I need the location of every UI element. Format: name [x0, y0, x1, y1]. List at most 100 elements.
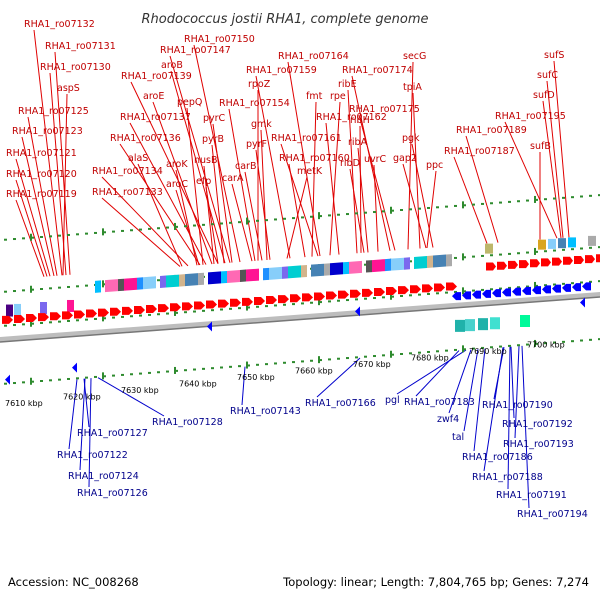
forward-gene-label[interactable]: aroC	[166, 179, 188, 190]
forward-gene-arrow[interactable]	[508, 260, 518, 269]
reverse-gene-label[interactable]: RHA1_ro07188	[472, 472, 543, 483]
forward-gene-label[interactable]: fmt	[306, 91, 323, 102]
forward-gene-arrow[interactable]	[98, 308, 109, 317]
reverse-gene-label[interactable]: RHA1_ro07128	[152, 417, 223, 428]
forward-gene-label[interactable]: RHA1_ro07147	[160, 45, 231, 56]
forward-gene-label[interactable]: RHA1_ro07174	[342, 65, 413, 76]
forward-gene-label[interactable]: RHA1_ro07189	[456, 125, 527, 136]
forward-gene-label[interactable]: pyrF	[246, 139, 267, 150]
reverse-gene-arrow[interactable]	[462, 291, 471, 300]
forward-gene-arrow[interactable]	[74, 310, 85, 319]
forward-gene-label[interactable]: rpoZ	[248, 79, 271, 90]
reverse-gene-arrow[interactable]	[562, 283, 571, 292]
forward-gene-arrow[interactable]	[2, 315, 13, 324]
forward-gene-label[interactable]: RHA1_ro07154	[219, 98, 290, 109]
forward-gene-arrow[interactable]	[386, 287, 397, 296]
forward-gene-arrow[interactable]	[338, 290, 349, 299]
forward-gene-label[interactable]: RHA1_ro07195	[495, 111, 566, 122]
reverse-gene-label[interactable]: pgl	[385, 395, 400, 406]
reverse-gene-label[interactable]: RHA1_ro07166	[305, 398, 376, 409]
reverse-gene-label[interactable]: RHA1_ro07190	[482, 400, 553, 411]
forward-gene-label[interactable]: aspS	[57, 83, 80, 94]
forward-gene-arrow[interactable]	[314, 292, 325, 301]
forward-gene-arrow[interactable]	[302, 293, 313, 302]
forward-gene-label[interactable]: carB	[235, 161, 256, 172]
forward-gene-arrow[interactable]	[530, 259, 540, 268]
forward-gene-arrow[interactable]	[146, 305, 157, 314]
reverse-gene-label[interactable]: RHA1_ro07186	[462, 452, 533, 463]
forward-gene-label[interactable]: sufS	[544, 50, 564, 61]
reverse-gene-arrow[interactable]	[492, 289, 501, 298]
forward-gene-label[interactable]: ribA	[348, 137, 368, 148]
forward-gene-label[interactable]: ribH	[350, 115, 370, 126]
forward-gene-arrow[interactable]	[134, 305, 145, 314]
forward-gene-label[interactable]: rpe	[330, 91, 346, 102]
forward-gene-label[interactable]: ribE	[338, 79, 357, 90]
forward-gene-label[interactable]: aroB	[161, 60, 183, 71]
forward-gene-arrow[interactable]	[26, 314, 37, 323]
forward-gene-label[interactable]: RHA1_ro07187	[444, 146, 515, 157]
forward-gene-arrow[interactable]	[86, 309, 97, 318]
forward-gene-arrow[interactable]	[242, 297, 253, 306]
forward-gene-arrow[interactable]	[362, 288, 373, 297]
forward-gene-arrow[interactable]	[398, 286, 409, 295]
forward-gene-label[interactable]: pyrC	[203, 113, 226, 124]
forward-gene-arrow[interactable]	[38, 313, 49, 322]
forward-gene-arrow[interactable]	[350, 289, 361, 298]
reverse-gene-labels[interactable]: RHA1_ro07127 RHA1_ro07122 RHA1_ro07124 RHA1…	[57, 395, 588, 520]
reverse-gene-arrow[interactable]	[472, 290, 481, 299]
forward-gene-label[interactable]: pgk	[402, 133, 420, 144]
forward-gene-label[interactable]: RHA1_ro07159	[246, 65, 317, 76]
forward-gene-label[interactable]: nusB	[194, 155, 218, 166]
reverse-gene-arrow[interactable]	[542, 285, 551, 294]
forward-gene-arrow[interactable]	[122, 306, 133, 315]
forward-gene-arrow[interactable]	[254, 296, 265, 305]
forward-gene-label[interactable]: RHA1_ro07160	[279, 153, 350, 164]
reverse-gene-arrow[interactable]	[207, 321, 212, 332]
forward-gene-label[interactable]: uvrC	[364, 154, 387, 165]
reverse-gene-label[interactable]: RHA1_ro07124	[68, 471, 139, 482]
reverse-gene-label[interactable]: RHA1_ro07192	[502, 419, 573, 430]
reverse-gene-arrow[interactable]	[5, 374, 10, 385]
forward-gene-label[interactable]: pepQ	[177, 97, 202, 108]
forward-gene-labels[interactable]: RHA1_ro07132 RHA1_ro07131 RHA1_ro07130 aspS…	[6, 19, 566, 200]
forward-gene-label[interactable]: secG	[403, 51, 426, 62]
forward-gene-label[interactable]: RHA1_ro07121	[6, 148, 77, 159]
forward-gene-arrow[interactable]	[182, 302, 193, 311]
forward-gene-arrow[interactable]	[194, 301, 205, 310]
forward-gene-label[interactable]: RHA1_ro07162	[316, 112, 387, 123]
forward-gene-label[interactable]: carA	[222, 173, 244, 184]
reverse-gene-label[interactable]: RHA1_ro07183	[404, 397, 475, 408]
forward-gene-label[interactable]: aroK	[166, 159, 188, 170]
reverse-gene-arrow[interactable]	[512, 287, 521, 296]
forward-gene-label[interactable]: sufB	[530, 141, 551, 152]
forward-gene-arrow[interactable]	[486, 262, 496, 271]
forward-gene-arrow[interactable]	[497, 261, 507, 270]
forward-gene-arrow[interactable]	[14, 314, 25, 323]
reverse-gene-arrow[interactable]	[355, 306, 360, 317]
forward-gene-label[interactable]: aroE	[143, 91, 164, 102]
forward-gene-label[interactable]: efp	[196, 176, 211, 187]
reverse-gene-label[interactable]: RHA1_ro07194	[517, 509, 588, 520]
forward-gene-label[interactable]: alaS	[128, 153, 148, 164]
reverse-gene-arrow[interactable]	[580, 297, 585, 308]
forward-gene-arrow[interactable]	[446, 282, 457, 291]
forward-gene-arrow[interactable]	[290, 294, 301, 303]
forward-gene-arrow[interactable]	[519, 260, 529, 269]
reverse-gene-arrow[interactable]	[482, 289, 491, 298]
forward-gene-arrow[interactable]	[170, 303, 181, 312]
reverse-gene-arrow[interactable]	[522, 286, 531, 295]
forward-gene-label[interactable]: sufC	[537, 70, 558, 81]
forward-gene-label[interactable]: RHA1_ro07125	[18, 106, 89, 117]
forward-gene-label[interactable]: gmk	[251, 119, 272, 130]
forward-gene-label[interactable]: RHA1_ro07175	[349, 104, 420, 115]
forward-gene-arrow[interactable]	[563, 256, 573, 265]
forward-gene-arrow[interactable]	[326, 291, 337, 300]
reverse-gene-arrow[interactable]	[72, 362, 77, 373]
forward-gene-label[interactable]: gap2	[393, 153, 417, 164]
forward-gene-arrow[interactable]	[574, 255, 584, 264]
forward-gene-label[interactable]: tpiA	[403, 82, 422, 93]
forward-gene-arrow[interactable]	[552, 257, 562, 266]
forward-gene-label[interactable]: RHA1_ro07119	[6, 189, 77, 200]
forward-gene-label[interactable]: RHA1_ro07132	[24, 19, 95, 30]
